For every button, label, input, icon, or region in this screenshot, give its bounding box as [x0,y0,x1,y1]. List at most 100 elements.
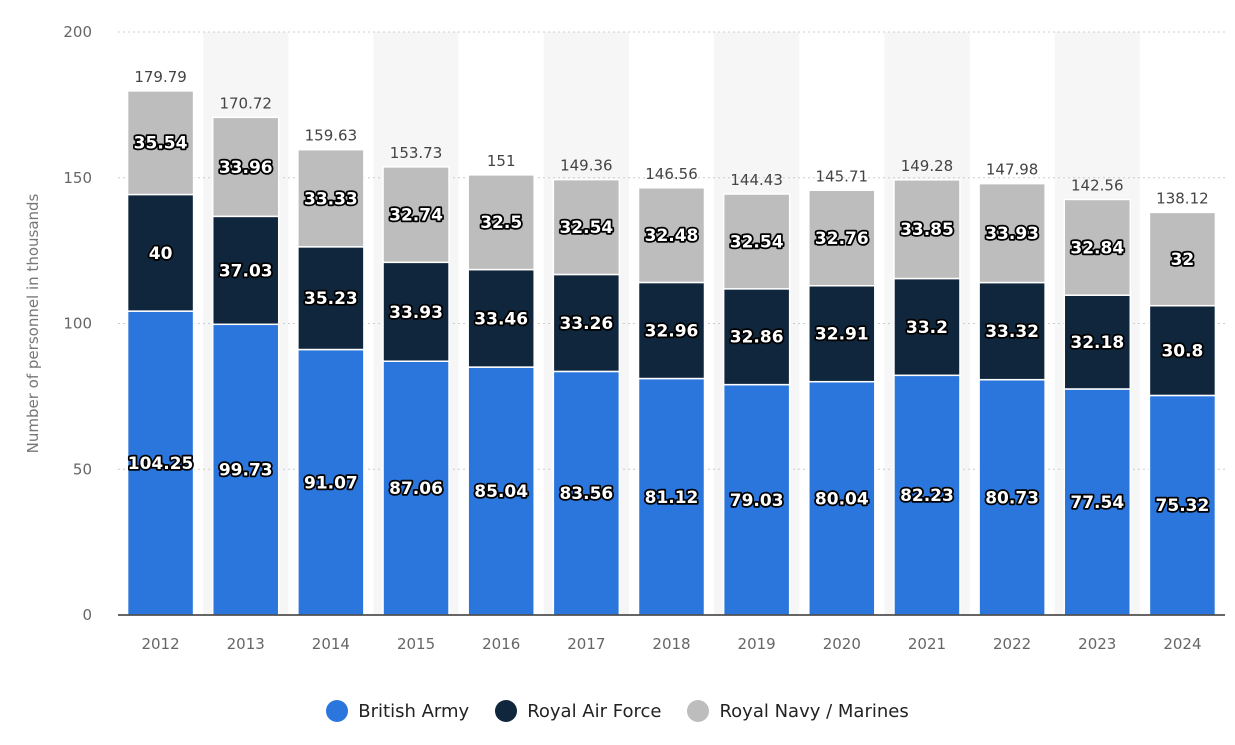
y-tick-label: 50 [73,460,92,478]
data-label: 75.32 [1156,496,1210,516]
bar-segment [211,323,280,616]
data-label: 99.73 [219,461,273,481]
x-tick-label: 2014 [312,635,350,653]
data-label: 104.25 [128,454,194,474]
bar-segment [382,360,450,616]
data-label: 35.54 [134,134,188,154]
x-tick-label: 2015 [397,635,435,653]
data-label: 35.23 [304,289,358,309]
bar-segment [893,374,961,616]
bar-segment [297,348,365,616]
data-label: 32 [1171,250,1195,270]
legend: British Army Royal Air Force Royal Navy / … [0,700,1235,722]
bar-segment [808,285,876,383]
data-label: 81.12 [645,488,699,508]
data-label: 30.8 [1161,342,1203,362]
x-tick-label: 2024 [1163,635,1201,653]
legend-marker-icon [687,700,710,722]
data-label: 80.04 [815,489,869,509]
legend-item[interactable]: British Army [326,700,469,722]
x-tick-label: 2019 [738,635,776,653]
data-label: 32.84 [1070,238,1124,258]
data-label: 33.2 [906,318,948,338]
legend-item[interactable]: Royal Air Force [495,700,661,722]
data-label: 33.93 [389,303,443,323]
total-label: 146.56 [645,165,698,183]
data-label: 32.74 [389,206,443,226]
bar-segment [978,182,1046,284]
legend-marker-icon [495,700,518,722]
x-tick-label: 2021 [908,635,946,653]
bar-segment [467,366,535,616]
data-label: 33.85 [900,220,954,240]
bar-segment [808,380,876,616]
data-label: 77.54 [1070,493,1124,513]
total-label: 144.43 [730,171,783,189]
data-label: 80.73 [985,488,1039,508]
legend-label: British Army [358,700,470,722]
total-label: 147.98 [986,161,1039,179]
data-label: 37.03 [219,261,273,281]
legend-label: Royal Air Force [527,700,662,722]
data-label: 32.5 [480,213,522,233]
total-label: 138.12 [1156,189,1209,207]
stacked-bar-chart: 0 50 100 150 200 Number of personnel in thous… [24,23,1225,653]
bar-segment [893,179,961,280]
total-label: 149.28 [901,157,954,175]
data-label: 32.48 [645,226,699,246]
bar-segment [722,383,791,616]
bar-segment [297,148,365,248]
bar-segment [637,377,706,616]
data-label: 33.96 [219,158,273,178]
x-tick-label: 2018 [652,635,690,653]
data-label: 33.33 [304,189,358,209]
bar-segment [1063,198,1132,296]
y-tick-label: 150 [63,169,92,187]
total-label: 149.36 [560,157,613,175]
total-label: 142.56 [1071,176,1124,194]
x-tick-label: 2016 [482,635,520,653]
data-label: 40 [149,244,173,264]
data-label: 32.91 [815,325,869,345]
bar-segment [211,116,280,218]
bar-segment [978,378,1046,616]
y-tick-label: 100 [63,315,92,333]
bar-segment [467,174,535,271]
total-label: 179.79 [134,68,187,86]
legend-label: Royal Navy / Marines [719,700,909,722]
bar-segment [126,90,195,196]
data-label: 85.04 [474,482,528,502]
bar-segment [552,370,621,616]
bar-segment [808,189,876,287]
x-tick-label: 2022 [993,635,1031,653]
total-label: 170.72 [219,94,272,112]
data-label: 33.26 [559,314,613,334]
data-label: 87.06 [389,479,443,499]
total-label: 153.73 [390,144,443,162]
x-tick-label: 2023 [1078,635,1116,653]
data-label: 91.07 [304,473,358,493]
bar-segment [978,281,1046,381]
bar-segment [467,268,535,368]
total-label: 151 [487,152,516,170]
bar-segment [382,261,450,362]
y-tick-label: 200 [63,23,92,41]
bar-segment [382,166,450,264]
bar-segment [1148,211,1217,307]
bar-segment [893,277,961,377]
data-label: 33.46 [474,309,528,329]
data-label: 79.03 [730,491,784,511]
bar-segment [552,178,621,276]
bar-segment [722,288,791,386]
data-label: 83.56 [559,484,613,504]
data-label: 32.18 [1070,333,1124,353]
bar-segment [722,193,791,290]
data-label: 32.86 [730,328,784,348]
data-label: 32.96 [645,321,699,341]
legend-item[interactable]: Royal Navy / Marines [687,700,909,722]
data-label: 32.54 [730,232,784,252]
bar-segment [637,187,706,284]
bar-segment [552,273,621,373]
data-label: 82.23 [900,486,954,506]
